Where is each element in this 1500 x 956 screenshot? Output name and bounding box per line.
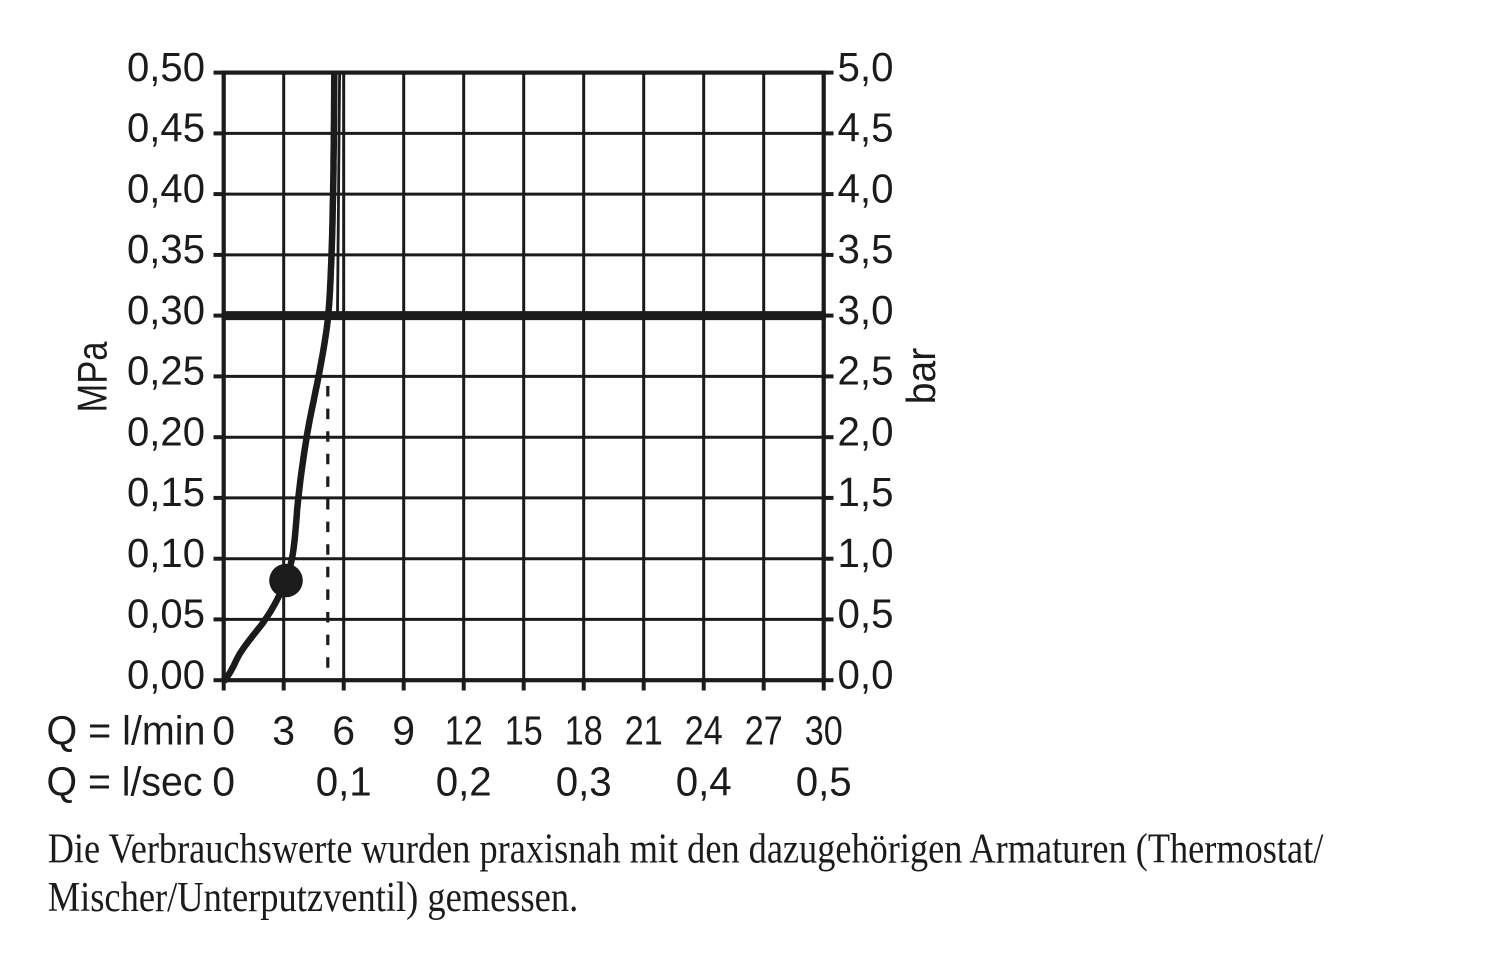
svg-text:0,5: 0,5 xyxy=(796,759,852,805)
svg-text:0: 0 xyxy=(212,708,235,754)
svg-text:1,5: 1,5 xyxy=(838,469,894,515)
svg-text:2,0: 2,0 xyxy=(838,408,894,454)
svg-text:21: 21 xyxy=(625,708,663,754)
svg-text:9: 9 xyxy=(392,708,415,754)
svg-text:0,20: 0,20 xyxy=(127,408,205,454)
svg-text:Die Verbrauchswerte wurden pra: Die Verbrauchswerte wurden praxisnah mit… xyxy=(48,827,1324,873)
svg-text:bar: bar xyxy=(898,348,944,405)
svg-text:30: 30 xyxy=(805,708,843,754)
svg-text:0,35: 0,35 xyxy=(127,226,205,272)
svg-text:MPa: MPa xyxy=(69,341,116,413)
svg-text:3,0: 3,0 xyxy=(838,287,894,333)
svg-text:0,05: 0,05 xyxy=(127,591,205,637)
svg-text:5,0: 5,0 xyxy=(838,44,894,90)
svg-text:0,40: 0,40 xyxy=(127,165,205,211)
svg-text:4,5: 4,5 xyxy=(838,105,894,151)
svg-text:15: 15 xyxy=(505,708,543,754)
svg-text:0,30: 0,30 xyxy=(127,287,205,333)
svg-text:0,4: 0,4 xyxy=(676,759,732,805)
svg-text:0,45: 0,45 xyxy=(127,105,205,151)
svg-text:0: 0 xyxy=(212,759,235,805)
svg-text:0,5: 0,5 xyxy=(838,591,894,637)
svg-text:3: 3 xyxy=(272,708,295,754)
svg-text:3,5: 3,5 xyxy=(838,226,894,272)
svg-text:Q = l/min: Q = l/min xyxy=(47,708,206,754)
svg-text:0,3: 0,3 xyxy=(556,759,612,805)
svg-text:0,1: 0,1 xyxy=(316,759,372,805)
svg-text:24: 24 xyxy=(685,708,723,754)
svg-text:6: 6 xyxy=(332,708,355,754)
svg-text:2,5: 2,5 xyxy=(838,348,894,394)
svg-text:1,0: 1,0 xyxy=(838,530,894,576)
svg-text:0,00: 0,00 xyxy=(127,651,205,697)
svg-text:0,50: 0,50 xyxy=(127,44,205,90)
svg-text:0,0: 0,0 xyxy=(838,651,894,697)
svg-text:0,2: 0,2 xyxy=(436,759,492,805)
svg-text:0,25: 0,25 xyxy=(127,348,205,394)
svg-text:4,0: 4,0 xyxy=(838,165,894,211)
svg-text:Mischer/Unterputzventil) gemes: Mischer/Unterputzventil) gemessen. xyxy=(48,875,579,921)
svg-text:0,15: 0,15 xyxy=(127,469,205,515)
svg-text:12: 12 xyxy=(445,708,483,754)
svg-text:Q = l/sec: Q = l/sec xyxy=(47,759,203,805)
svg-text:18: 18 xyxy=(565,708,603,754)
svg-text:27: 27 xyxy=(745,708,783,754)
svg-text:0,10: 0,10 xyxy=(127,530,205,576)
